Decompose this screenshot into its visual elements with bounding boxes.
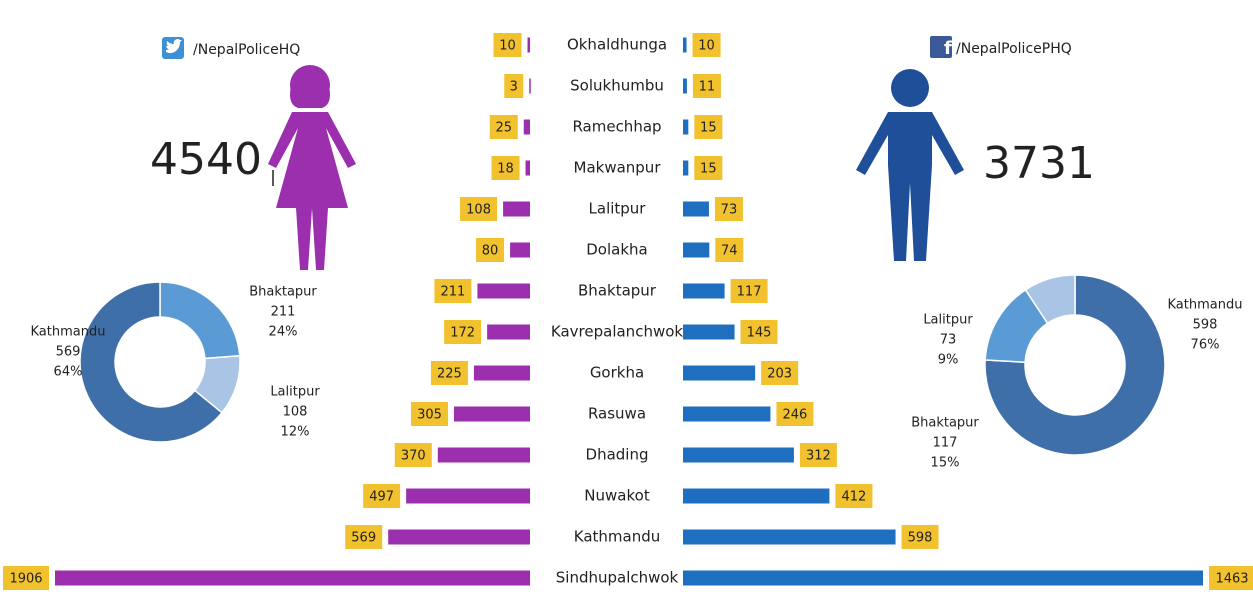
slice-value: 598 [1193, 318, 1218, 333]
value-label: 203 [767, 367, 792, 382]
slice-name: Bhaktapur [249, 285, 317, 300]
value-label: 108 [466, 203, 491, 218]
slice-name: Kathmandu [31, 325, 106, 340]
value-label: 225 [437, 367, 462, 382]
female-total: 4540 [150, 134, 262, 185]
value-label: 74 [721, 244, 738, 259]
value-label: 10 [698, 39, 715, 54]
bar [683, 161, 688, 176]
value-label: 15 [700, 162, 717, 177]
bar [683, 284, 725, 299]
bar [529, 79, 531, 94]
slice-name: Kathmandu [1168, 298, 1243, 313]
bar [454, 407, 530, 422]
category-label: Dolakha [586, 241, 647, 259]
category-label: Dhading [586, 446, 649, 464]
category-label: Kathmandu [574, 528, 661, 546]
slice-value: 108 [283, 405, 308, 420]
category-label: Okhaldhunga [567, 36, 667, 54]
category-label: Makwanpur [574, 159, 662, 177]
bar [683, 202, 709, 217]
bar [528, 38, 530, 53]
value-label: 18 [497, 162, 514, 177]
category-label: Ramechhap [572, 118, 661, 136]
bar [683, 38, 687, 53]
bar [683, 448, 794, 463]
male-total: 3731 [983, 138, 1095, 189]
value-label: 412 [842, 490, 867, 505]
value-label: 11 [699, 80, 716, 95]
category-label: Rasuwa [588, 405, 646, 423]
slice-value: 569 [56, 345, 81, 360]
bar [683, 571, 1203, 586]
slice-share: 76% [1191, 338, 1220, 353]
facebook-f: f [944, 38, 952, 59]
category-label: Lalitpur [589, 200, 647, 218]
value-label: 145 [747, 326, 772, 341]
value-label: 246 [783, 408, 808, 423]
value-label: 172 [450, 326, 475, 341]
value-label: 15 [700, 121, 717, 136]
category-label: Kavrepalanchwok [551, 323, 683, 341]
value-label: 211 [441, 285, 466, 300]
value-label: 305 [417, 408, 442, 423]
bar [683, 489, 829, 504]
value-label: 312 [806, 449, 831, 464]
slice-share: 24% [269, 325, 298, 340]
bar [683, 366, 755, 381]
category-label: Gorkha [590, 364, 644, 382]
value-label: 497 [369, 490, 394, 505]
value-label: 10 [499, 39, 516, 54]
slice-share: 9% [938, 353, 959, 368]
slice-value: 73 [940, 333, 957, 348]
value-label: 80 [482, 244, 499, 259]
category-label: Bhaktapur [578, 282, 657, 300]
value-label: 1906 [9, 572, 42, 587]
bar [683, 530, 896, 545]
facebook-handle: /NepalPolicePHQ [956, 41, 1072, 57]
bar [474, 366, 530, 381]
bar [526, 161, 530, 176]
bar [406, 489, 530, 504]
bar [510, 243, 530, 258]
bar [55, 571, 530, 586]
infographic: f /NepalPoliceHQ /NepalPolicePHQ 4540 37… [0, 0, 1253, 600]
bar [477, 284, 530, 299]
slice-name: Lalitpur [270, 385, 320, 400]
slice-share: 64% [54, 365, 83, 380]
value-label: 3 [510, 80, 518, 95]
bar [683, 79, 687, 94]
bar [683, 325, 735, 340]
value-label: 569 [351, 531, 376, 546]
bar [503, 202, 530, 217]
value-label: 370 [401, 449, 426, 464]
bar [388, 530, 530, 545]
bar [683, 120, 688, 135]
category-label: Solukhumbu [570, 77, 664, 95]
bar [683, 243, 709, 258]
slice-share: 12% [281, 425, 310, 440]
slice-value: 211 [271, 305, 296, 320]
bar [683, 407, 770, 422]
category-label: Sindhupalchwok [556, 569, 679, 587]
slice-share: 15% [931, 456, 960, 471]
slice-value: 117 [933, 436, 958, 451]
slice-name: Lalitpur [923, 313, 973, 328]
value-label: 598 [908, 531, 933, 546]
bar [524, 120, 530, 135]
twitter-handle: /NepalPoliceHQ [193, 42, 300, 58]
bar [438, 448, 530, 463]
value-label: 1463 [1215, 572, 1248, 587]
value-label: 25 [495, 121, 512, 136]
slice-name: Bhaktapur [911, 416, 979, 431]
category-label: Nuwakot [584, 487, 650, 505]
bar [487, 325, 530, 340]
value-label: 73 [721, 203, 738, 218]
value-label: 117 [737, 285, 762, 300]
